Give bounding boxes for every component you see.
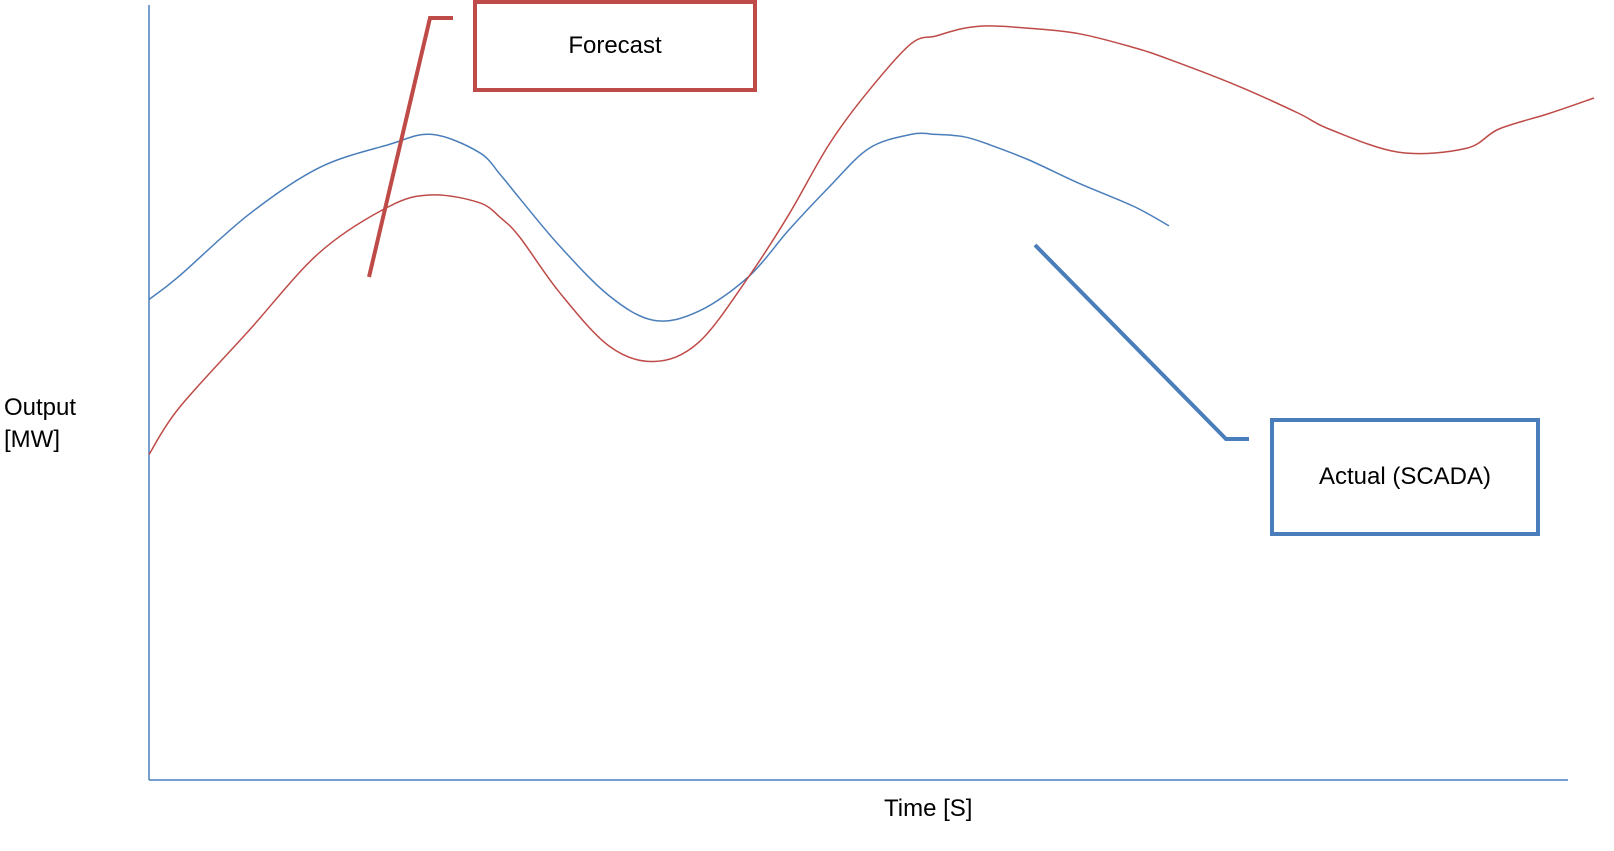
x-axis-label: Time [S] [884, 795, 973, 822]
actual-scada-callout-text: Actual (SCADA) [1318, 463, 1492, 490]
forecast-series-line [148, 25, 1595, 455]
actual-scada-series-line [148, 132, 1170, 322]
actual-scada-callout: Actual (SCADA) [1270, 418, 1540, 536]
forecast-callout: Forecast [473, 0, 757, 92]
actual-callout-leader [1033, 243, 1249, 441]
forecast-callout-text: Forecast [568, 32, 662, 59]
forecast-callout-leader [367, 16, 453, 278]
y-axis-label: Output [MW] [4, 394, 77, 453]
